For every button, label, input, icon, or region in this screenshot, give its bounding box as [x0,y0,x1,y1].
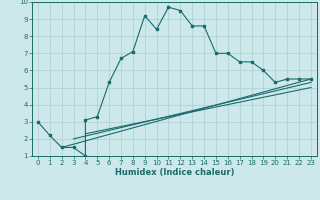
X-axis label: Humidex (Indice chaleur): Humidex (Indice chaleur) [115,168,234,177]
